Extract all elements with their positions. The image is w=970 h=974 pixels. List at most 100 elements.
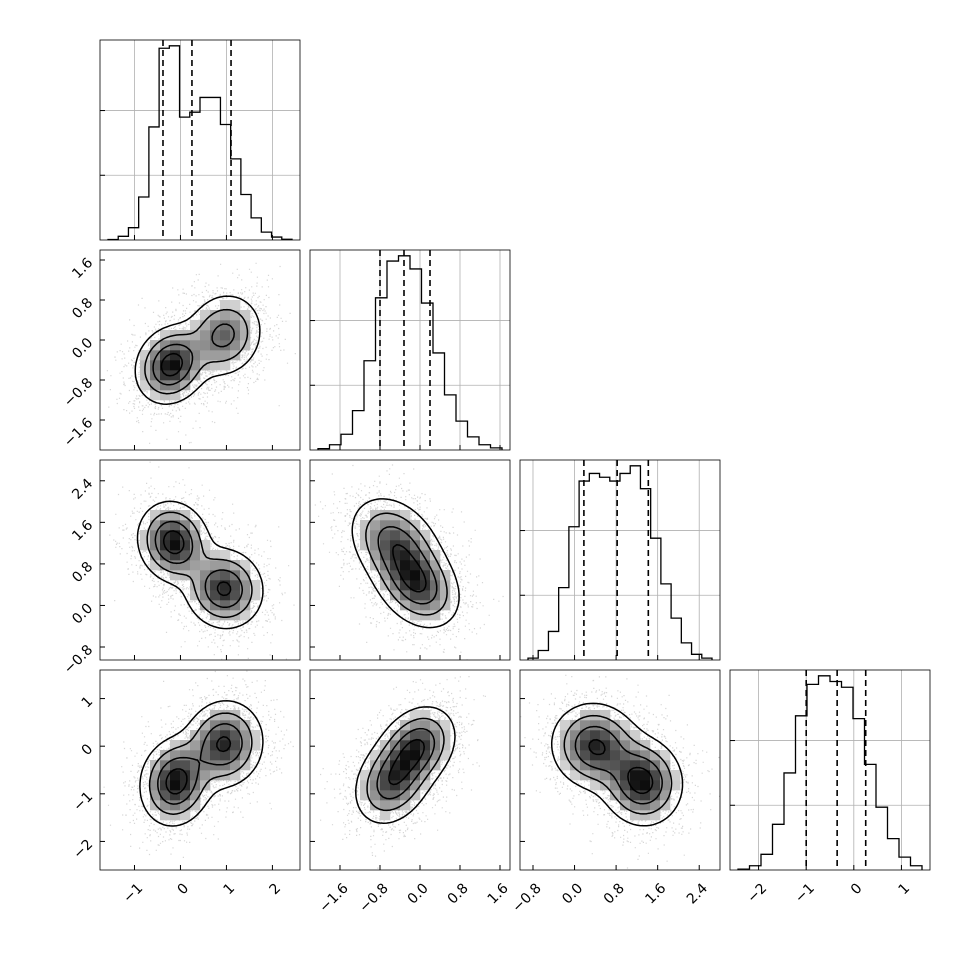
x-tick-label: −1 (120, 880, 146, 906)
density-cell (640, 770, 651, 781)
density-cell (240, 320, 251, 331)
density-cell (210, 730, 221, 741)
density-cell (220, 610, 231, 621)
density-cell (150, 520, 161, 531)
density-cell (370, 800, 381, 811)
contour-line (160, 352, 184, 377)
panel-content (314, 464, 504, 660)
density-cell (160, 520, 171, 531)
density-cell (230, 590, 241, 601)
density-cell (410, 570, 421, 581)
density-cell (380, 540, 391, 551)
density-cell (240, 750, 251, 761)
density-cell (610, 790, 621, 801)
density-cell (190, 560, 201, 571)
density-cell (200, 560, 211, 571)
density-cell (420, 540, 431, 551)
density-cell (590, 720, 601, 731)
density-cell (440, 600, 451, 611)
x-tick-label: −0.8 (356, 880, 391, 915)
density-cell (400, 800, 411, 811)
density-cell (220, 710, 231, 721)
density-cell (420, 600, 431, 611)
density-cell (240, 310, 251, 321)
density-cell (250, 590, 261, 601)
density-cell (240, 720, 251, 731)
density-cell (630, 730, 641, 741)
density-cell (410, 740, 421, 751)
contour-line (134, 295, 261, 405)
x-tick-label: 0.8 (601, 880, 628, 907)
density-cell (440, 720, 451, 731)
density-cell (410, 790, 421, 801)
density-cell (190, 750, 201, 761)
y-tick-label: 1.6 (69, 517, 96, 544)
panel-content (103, 670, 294, 858)
density-cell (380, 770, 391, 781)
density-cell (420, 570, 431, 581)
density-cell (200, 350, 211, 361)
density-cell (160, 810, 171, 821)
density-cell (400, 570, 411, 581)
density-cell (390, 750, 401, 761)
density-cell (150, 780, 161, 791)
contour-line (365, 512, 448, 616)
density-cell (660, 780, 671, 791)
density-cell (430, 740, 441, 751)
contour-line (388, 738, 425, 786)
density-cell (370, 540, 381, 551)
density-cell (400, 510, 411, 521)
density-cell (240, 760, 251, 771)
panel-frame (729, 669, 931, 871)
density-cell (170, 510, 181, 521)
density-cell (210, 320, 221, 331)
y-tick-label: −1.6 (61, 415, 96, 450)
density-cell (220, 750, 231, 761)
hist-panel-1 (309, 249, 511, 451)
scatter-panel-0-2 (99, 459, 301, 661)
density-cell (430, 720, 441, 731)
density-cell (610, 770, 621, 781)
contour-line (563, 714, 673, 815)
density-cell (430, 580, 441, 591)
density-cell (410, 610, 421, 621)
x-tick-label: −0.8 (509, 880, 544, 915)
density-cell (420, 730, 431, 741)
density-cell (180, 560, 191, 571)
density-cell (240, 610, 251, 621)
contour-line (152, 323, 235, 386)
density-cell (430, 550, 441, 561)
density-cell (160, 370, 171, 381)
density-cell (200, 540, 211, 551)
density-cell (650, 770, 661, 781)
density-cell (400, 770, 411, 781)
density-cell (210, 770, 221, 781)
density-cell (160, 360, 171, 371)
density-cell (400, 760, 411, 771)
density-cell (220, 340, 231, 351)
density-cell (660, 800, 671, 811)
density-cell (230, 760, 241, 771)
density-cell (410, 580, 421, 591)
density-cell (210, 550, 221, 561)
panel-content (106, 262, 296, 444)
density-cell (410, 530, 421, 541)
density-cell (220, 310, 231, 321)
density-cell (230, 350, 241, 361)
density-cell (610, 730, 621, 741)
density-cell (210, 570, 221, 581)
density-cell (190, 570, 201, 581)
contour-line (154, 520, 244, 609)
density-cell (630, 780, 641, 791)
x-tick-label: 0 (175, 880, 193, 898)
density-cell (620, 760, 631, 771)
y-tick-label: 0 (79, 741, 97, 759)
panel-frame (519, 459, 721, 661)
density-cell (580, 710, 591, 721)
density-cell (140, 380, 151, 391)
density-cell (410, 520, 421, 531)
density-cell (610, 740, 621, 751)
density-cell (440, 580, 451, 591)
density-cell (560, 730, 571, 741)
density-cell (240, 600, 251, 611)
